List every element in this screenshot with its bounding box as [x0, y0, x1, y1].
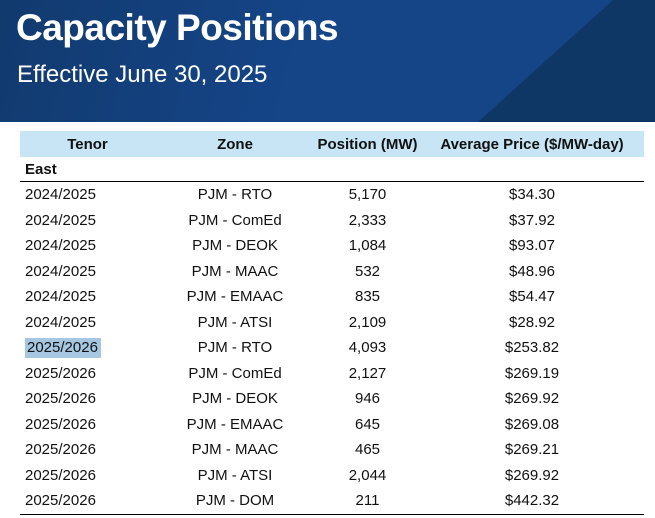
- cell-position: 946: [354, 390, 381, 408]
- cell-zone: PJM - EMAAC: [186, 415, 284, 433]
- selected-tenor-highlight[interactable]: 2025/2026: [25, 338, 101, 359]
- table-row: 2025/2026 PJM - DOM 211 $442.32: [20, 488, 644, 514]
- cell-tenor: 2025/2026: [25, 441, 96, 459]
- cell-position: 211: [355, 492, 380, 510]
- section-row-east: East: [20, 157, 644, 182]
- table-row: 2024/2025 PJM - RTO 5,170 $34.30: [20, 182, 644, 208]
- cell-price: $269.19: [504, 364, 560, 382]
- cell-tenor: 2025/2026: [25, 364, 96, 382]
- cell-position: 645: [354, 415, 381, 433]
- slide-header-banner: Capacity Positions Effective June 30, 20…: [0, 0, 655, 122]
- cell-tenor: 2024/2025: [25, 262, 96, 280]
- cell-zone: PJM - ATSI: [197, 313, 273, 331]
- cell-tenor: 2025/2026: [25, 390, 96, 408]
- cell-zone: PJM - RTO: [197, 186, 273, 204]
- cell-tenor: 2025/2026: [25, 492, 96, 510]
- table-row: 2024/2025 PJM - ComEd 2,333 $37.92: [20, 208, 644, 234]
- cell-zone: PJM - MAAC: [191, 262, 279, 280]
- table-row: 2025/2026 PJM - RTO 4,093 $253.82: [20, 335, 644, 361]
- cell-zone: PJM - DOM: [195, 492, 275, 510]
- cell-price: $93.07: [509, 237, 555, 255]
- cell-zone: PJM - ComEd: [188, 211, 282, 229]
- cell-tenor: 2024/2025: [25, 186, 96, 204]
- cell-tenor: 2024/2025: [25, 211, 96, 229]
- capacity-positions-table: Tenor Zone Position (MW) Average Price (…: [20, 131, 644, 515]
- cell-price: $54.47: [509, 288, 555, 306]
- table-row: 2025/2026 PJM - EMAAC 645 $269.08: [20, 412, 644, 438]
- cell-zone: PJM - DEOK: [192, 390, 278, 408]
- cell-price: $269.08: [504, 415, 560, 433]
- cell-tenor: 2025/2026: [20, 338, 155, 359]
- cell-price: $442.32: [504, 492, 560, 510]
- cell-position: 4,093: [348, 339, 387, 357]
- cell-position: 835: [354, 288, 381, 306]
- column-header-avg-price: Average Price ($/MW-day): [440, 135, 624, 153]
- cell-price: $34.30: [509, 186, 555, 204]
- cell-position: 1,084: [348, 237, 387, 255]
- cell-zone: PJM - ComEd: [188, 364, 282, 382]
- cell-zone: PJM - ATSI: [197, 466, 273, 484]
- cell-price: $28.92: [509, 313, 555, 331]
- table-row: 2025/2026 PJM - ComEd 2,127 $269.19: [20, 361, 644, 387]
- page-subtitle: Effective June 30, 2025: [17, 61, 268, 88]
- cell-position: 2,044: [348, 466, 387, 484]
- cell-position: 2,333: [348, 211, 387, 229]
- column-header-position: Position (MW): [317, 135, 418, 153]
- cell-position: 2,127: [348, 364, 387, 382]
- table-row: 2025/2026 PJM - DEOK 946 $269.92: [20, 386, 644, 412]
- cell-position: 465: [354, 441, 381, 459]
- cell-tenor: 2024/2025: [25, 313, 96, 331]
- table-row: 2024/2025 PJM - MAAC 532 $48.96: [20, 259, 644, 285]
- cell-price: $48.96: [509, 262, 555, 280]
- page-title: Capacity Positions: [16, 7, 339, 48]
- table-row: 2025/2026 PJM - MAAC 465 $269.21: [20, 437, 644, 463]
- table-row: 2024/2025 PJM - ATSI 2,109 $28.92: [20, 310, 644, 336]
- table-row: 2024/2025 PJM - EMAAC 835 $54.47: [20, 284, 644, 310]
- cell-tenor: 2025/2026: [25, 466, 96, 484]
- cell-price: $269.92: [504, 390, 560, 408]
- table-header-row: Tenor Zone Position (MW) Average Price (…: [20, 131, 644, 157]
- cell-price: $37.92: [509, 211, 555, 229]
- cell-tenor: 2025/2026: [25, 415, 96, 433]
- cell-position: 532: [354, 262, 381, 280]
- cell-tenor: 2024/2025: [25, 288, 96, 306]
- cell-price: $269.92: [504, 466, 560, 484]
- column-header-tenor: Tenor: [67, 135, 108, 153]
- column-header-zone: Zone: [217, 135, 253, 153]
- cell-price: $253.82: [504, 339, 560, 357]
- cell-position: 5,170: [348, 186, 387, 204]
- cell-position: 2,109: [348, 313, 387, 331]
- table-row: 2025/2026 PJM - ATSI 2,044 $269.92: [20, 463, 644, 489]
- table-body: 2024/2025 PJM - RTO 5,170 $34.30 2024/2025 PJ…: [20, 182, 644, 515]
- cell-price: $269.21: [504, 441, 560, 459]
- cell-zone: PJM - EMAAC: [186, 288, 284, 306]
- table-row: 2024/2025 PJM - DEOK 1,084 $93.07: [20, 233, 644, 259]
- cell-zone: PJM - DEOK: [192, 237, 278, 255]
- section-label: East: [25, 160, 57, 178]
- cell-zone: PJM - RTO: [197, 339, 273, 357]
- cell-zone: PJM - MAAC: [191, 441, 279, 459]
- cell-tenor: 2024/2025: [25, 237, 96, 255]
